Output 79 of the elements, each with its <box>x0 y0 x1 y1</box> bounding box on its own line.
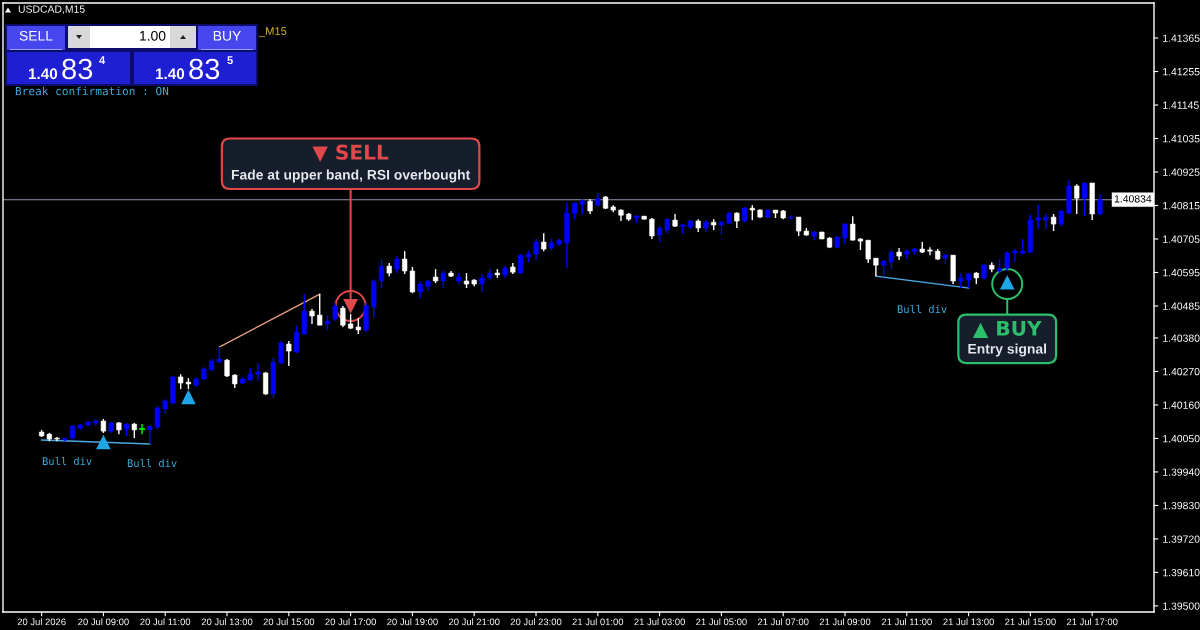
x-tick-label: 21 Jul 03:00 <box>634 618 685 626</box>
x-tick-label: 20 Jul 11:00 <box>140 618 191 626</box>
annotation: 83 <box>62 58 93 80</box>
candlestick <box>286 340 292 367</box>
annotation: SELL <box>19 30 53 41</box>
annotation: 83 <box>189 58 220 80</box>
y-tick-label: 1.41255 <box>1163 68 1200 76</box>
annotation: 1.40 <box>155 68 185 80</box>
x-tick-label: 21 Jul 05:00 <box>696 618 747 626</box>
y-tick-label: 1.41035 <box>1163 135 1200 143</box>
candlestick <box>138 423 146 435</box>
y-tick-label: 1.40705 <box>1163 235 1200 243</box>
y-tick-label: 1.40485 <box>1163 302 1200 310</box>
x-tick-label: 21 Jul 17:00 <box>1066 618 1118 626</box>
candlestick <box>533 238 539 261</box>
y-tick-label: 1.41145 <box>1163 101 1199 109</box>
candlestick <box>317 293 323 326</box>
candlestick <box>1081 182 1088 217</box>
y-tick-label: 1.39720 <box>1163 535 1200 543</box>
x-tick-label: 20 Jul 09:00 <box>78 618 129 626</box>
annotation: Bull div <box>42 456 92 466</box>
candlestick <box>154 405 161 430</box>
x-tick-label: 21 Jul 15:00 <box>1005 618 1056 626</box>
annotation: 4 <box>99 56 106 64</box>
y-tick-label: 1.40380 <box>1163 334 1200 342</box>
candlestick <box>927 246 933 256</box>
candlestick <box>332 302 338 322</box>
y-tick-label: 1.40815 <box>1163 201 1200 210</box>
candlestick <box>958 272 964 289</box>
annotation: Bull div <box>127 458 177 468</box>
candlestick <box>842 222 848 245</box>
y-tick-label: 1.40925 <box>1163 168 1200 176</box>
annotation: 5 <box>227 56 233 65</box>
x-tick-label: 21 Jul 13:00 <box>943 618 994 626</box>
point <box>96 434 111 450</box>
candlestick <box>263 371 269 396</box>
candlestick <box>378 258 385 289</box>
candlestick <box>649 217 655 240</box>
annotation: Break confirmation : ON <box>15 86 169 96</box>
candlestick <box>865 239 871 264</box>
annotation: Bull div <box>897 304 947 314</box>
x-tick-label: 20 Jul 2026 <box>17 618 66 626</box>
x-tick-label: 21 Jul 01:00 <box>572 618 624 626</box>
annotation: ▲ BUY <box>972 320 1042 339</box>
x-tick-label: 20 Jul 17:00 <box>325 618 376 626</box>
annotation: _M15 <box>258 27 287 38</box>
annotation: BUY <box>213 31 241 41</box>
candlestick <box>1004 250 1010 272</box>
chart-title: USDCAD,M15 <box>18 5 85 15</box>
x-tick-label: 21 Jul 07:00 <box>757 618 809 626</box>
y-tick-label: 1.39610 <box>1163 568 1200 577</box>
y-tick-label: 1.40595 <box>1163 268 1200 277</box>
y-tick-label: 1.40160 <box>1163 401 1200 409</box>
candlestick <box>1012 248 1018 263</box>
x-tick-label: 20 Jul 19:00 <box>387 618 438 626</box>
y-tick-label: 1.41365 <box>1163 34 1200 42</box>
point <box>181 389 196 405</box>
x-tick-label: 21 Jul 11:00 <box>881 618 932 626</box>
annotation: ▼ SELL <box>312 144 389 163</box>
candlestick <box>1074 183 1080 215</box>
annotation: Entry signal <box>968 343 1046 357</box>
candlestick <box>340 305 346 328</box>
ref-line-label: 1.40834 <box>1114 195 1152 203</box>
x-tick-label: 20 Jul 13:00 <box>201 618 253 626</box>
annotation: 1.40 <box>28 68 58 80</box>
candlestick <box>1035 204 1041 230</box>
y-tick-label: 1.40270 <box>1163 367 1200 376</box>
candlestick <box>255 362 261 382</box>
y-tick-label: 1.39940 <box>1163 468 1200 476</box>
annotation: Fade at upper band, RSI overbought <box>231 169 471 183</box>
x-tick-label: 20 Jul 23:00 <box>510 618 562 626</box>
y-tick-label: 1.39500 <box>1163 602 1200 610</box>
annotation: 1.00 <box>140 30 166 41</box>
candlestick <box>1043 213 1049 230</box>
y-tick-label: 1.40050 <box>1163 434 1200 443</box>
x-tick-label: 20 Jul 21:00 <box>448 618 500 626</box>
x-tick-label: 21 Jul 09:00 <box>819 618 871 626</box>
x-tick-label: 20 Jul 15:00 <box>263 618 315 626</box>
y-tick-label: 1.39830 <box>1163 501 1200 510</box>
